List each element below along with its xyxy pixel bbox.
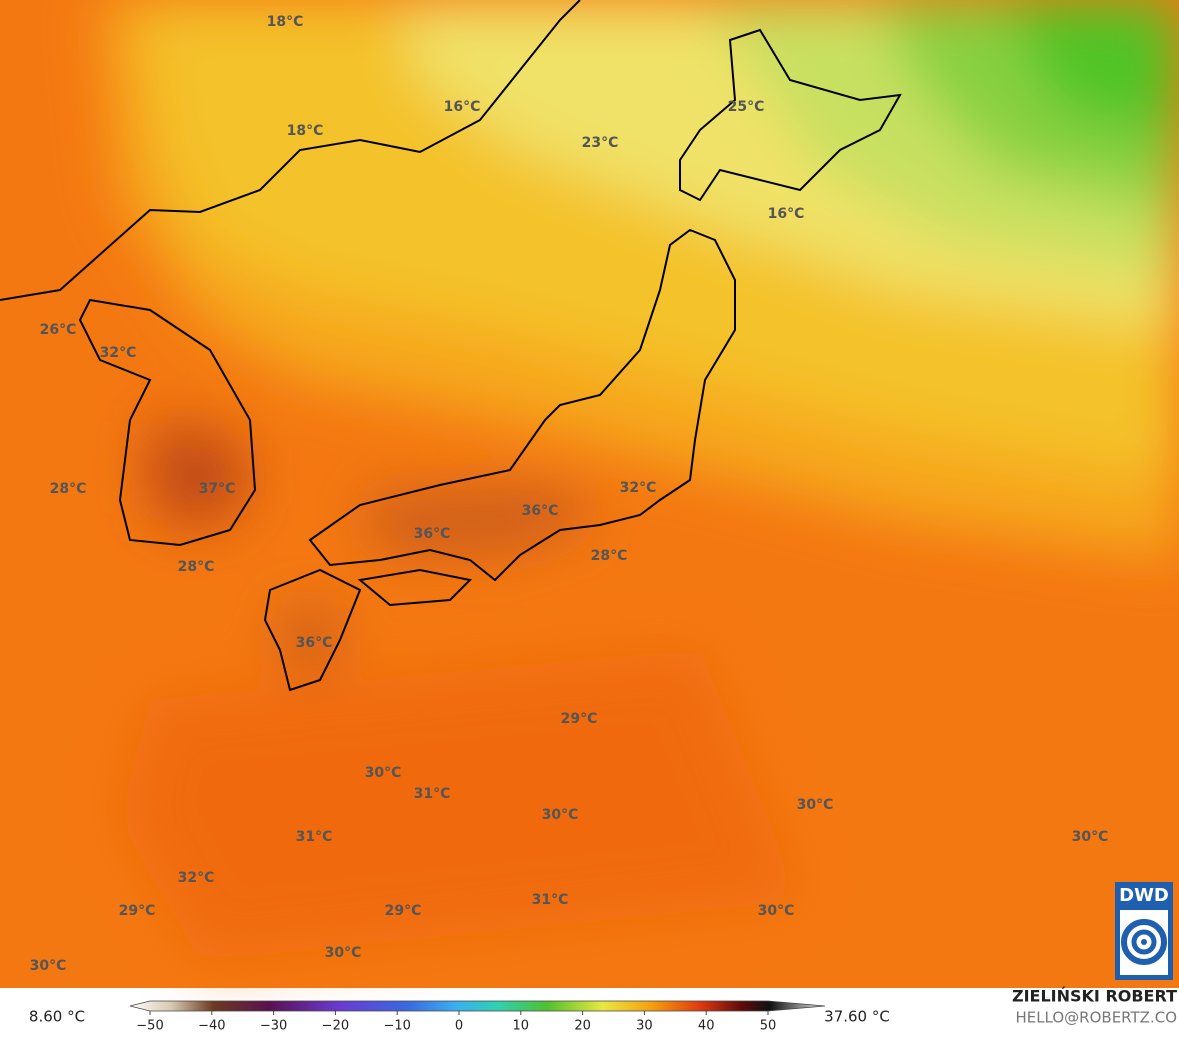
temperature-label: 29°C [561, 711, 598, 727]
temperature-label: 30°C [30, 958, 67, 974]
colorbar-tick-label: −10 [383, 1019, 410, 1034]
colorbar-tick-label: −20 [322, 1019, 349, 1034]
colorbar-tick-label: 10 [513, 1019, 530, 1034]
temperature-label: 23°C [582, 135, 619, 151]
temperature-label: 36°C [296, 635, 333, 651]
colorbar-tick-label: 0 [455, 1019, 463, 1034]
kyushu [263, 568, 362, 692]
hokkaido [679, 28, 902, 202]
colorbar-tick-label: −30 [260, 1019, 287, 1034]
temperature-label: 28°C [591, 548, 628, 564]
author: ZIELIŃSKI ROBERT [1012, 987, 1177, 1006]
korea [78, 298, 257, 547]
temperature-label: 16°C [768, 206, 805, 222]
min-label: 8.60 °C [29, 1008, 85, 1026]
temperature-label: 32°C [620, 480, 657, 496]
temperature-label: 32°C [178, 870, 215, 886]
colorbar-tick-label: −50 [136, 1019, 163, 1034]
temperature-label: 16°C [444, 99, 481, 115]
dwd-logo: DWD [1115, 882, 1173, 980]
colorbar-ticks: −50 −40 −30 −20 −10 0 10 20 30 40 50 [136, 1011, 776, 1034]
temperature-label: 31°C [532, 892, 569, 908]
temperature-label: 29°C [385, 903, 422, 919]
coastline [0, 0, 581, 301]
shikoku [357, 568, 473, 607]
temperature-label: 28°C [178, 559, 215, 575]
max-label: 37.60 °C [824, 1008, 890, 1026]
temperature-label: 18°C [287, 123, 324, 139]
temperature-labels: 18°C 16°C 18°C 23°C 25°C 16°C 26°C 32°C 28°C 37°C… [30, 14, 1109, 974]
temperature-label: 30°C [542, 807, 579, 823]
temperature-label: 36°C [522, 503, 559, 519]
temperature-label: 18°C [267, 14, 304, 30]
temperature-label: 30°C [365, 765, 402, 781]
logo-text: DWD [1119, 885, 1169, 906]
colorbar-tick-label: 30 [636, 1019, 653, 1034]
contact: HELLO@ROBERTZ.CO [1015, 1009, 1177, 1027]
temperature-label: 30°C [1072, 829, 1109, 845]
temperature-label: 32°C [100, 345, 137, 361]
temperature-label: 30°C [758, 903, 795, 919]
temperature-label: 29°C [119, 903, 156, 919]
temperature-label: 28°C [50, 481, 87, 497]
temperature-label: 30°C [797, 797, 834, 813]
temperature-label: 31°C [414, 786, 451, 802]
colorbar-tick-label: −40 [198, 1019, 225, 1034]
colorbar-tick-label: 20 [574, 1019, 591, 1034]
temperature-label: 25°C [728, 99, 765, 115]
honshu [308, 228, 736, 582]
temperature-label: 26°C [40, 322, 77, 338]
temperature-label: 37°C [199, 481, 236, 497]
map: 18°C 16°C 18°C 23°C 25°C 16°C 26°C 32°C 28°C 37°C… [0, 0, 1179, 988]
colorbar: 8.60 °C 37.60 °C −50 −40 −30 −20 −10 0 10 20 30 4… [29, 1000, 890, 1034]
temperature-label: 31°C [296, 829, 333, 845]
colorbar-tick-label: 50 [760, 1019, 777, 1034]
temperature-label: 36°C [414, 526, 451, 542]
temperature-label: 30°C [325, 945, 362, 961]
colorbar-tick-label: 40 [698, 1019, 715, 1034]
